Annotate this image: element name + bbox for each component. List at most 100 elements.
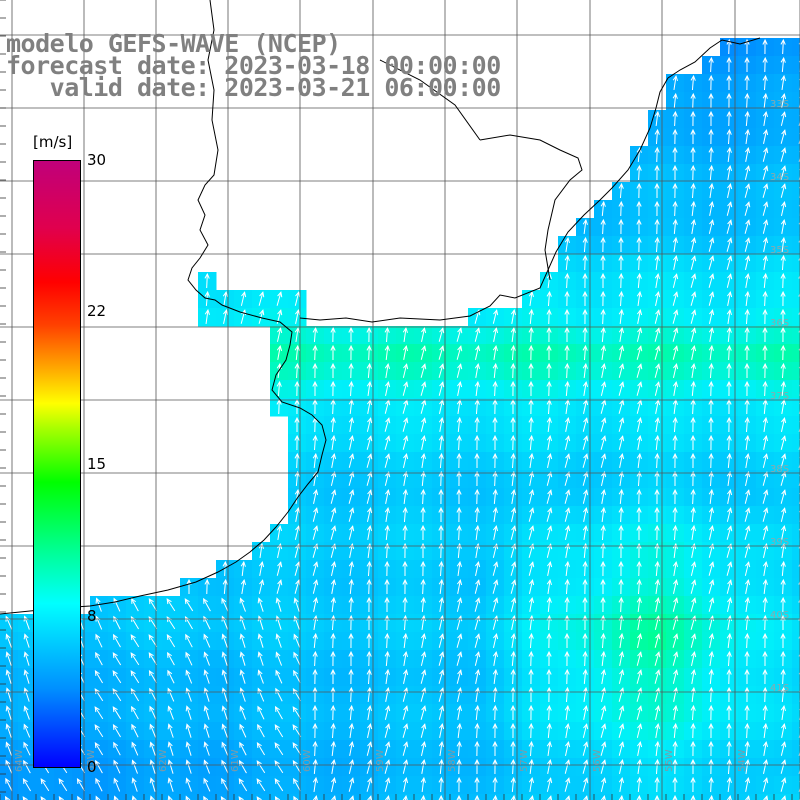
colorbar-unit: [m/s] bbox=[33, 133, 73, 151]
wind-arrow bbox=[690, 164, 696, 181]
wind-cell bbox=[288, 794, 307, 800]
wind-cell bbox=[792, 146, 800, 165]
wind-cell bbox=[54, 794, 73, 800]
wind-cell bbox=[558, 794, 577, 800]
wind-arrow bbox=[708, 146, 714, 163]
wind-cell bbox=[792, 686, 800, 705]
colorbar-tick-0: 0 bbox=[87, 758, 97, 776]
longitude-label: 62W bbox=[158, 749, 169, 772]
wind-arrow bbox=[762, 38, 768, 55]
wind-cell bbox=[792, 272, 800, 291]
wind-arrow bbox=[744, 92, 750, 109]
wind-arrow bbox=[708, 164, 714, 181]
wind-arrow bbox=[690, 128, 696, 145]
wind-cell bbox=[792, 632, 800, 651]
wind-cell bbox=[540, 794, 559, 800]
latitude-label: 41S bbox=[770, 683, 789, 694]
wind-cell bbox=[216, 794, 235, 800]
wind-cell bbox=[792, 722, 800, 741]
wind-arrow bbox=[636, 164, 642, 181]
wind-cell bbox=[18, 794, 37, 800]
wind-cell bbox=[198, 794, 217, 800]
wind-arrow bbox=[726, 74, 732, 91]
wind-arrow bbox=[762, 110, 769, 126]
longitude-label: 61W bbox=[230, 749, 241, 772]
wind-cell bbox=[792, 200, 800, 219]
wind-cell bbox=[792, 128, 800, 147]
wind-arrow bbox=[780, 92, 787, 108]
wind-arrow bbox=[726, 164, 733, 180]
wind-arrow bbox=[672, 164, 678, 181]
longitude-label: 64W bbox=[14, 749, 25, 772]
wind-cell bbox=[792, 506, 800, 525]
latitude-label: 38S bbox=[770, 464, 789, 475]
wind-arrow bbox=[744, 128, 750, 145]
wind-cell bbox=[792, 308, 800, 327]
wind-cell bbox=[792, 56, 800, 75]
wind-cell bbox=[792, 74, 800, 93]
longitude-label: 57W bbox=[519, 749, 530, 772]
wind-arrow bbox=[672, 110, 678, 127]
latitude-label: 34S bbox=[770, 172, 789, 183]
wind-arrow bbox=[708, 92, 714, 109]
wind-cell bbox=[792, 542, 800, 561]
wind-cell bbox=[792, 524, 800, 543]
wind-arrow bbox=[654, 110, 660, 127]
wind-arrow bbox=[726, 146, 732, 163]
wind-cell bbox=[792, 110, 800, 129]
colorbar-tick-30: 30 bbox=[87, 151, 107, 169]
wind-arrow bbox=[780, 74, 786, 91]
wind-cell bbox=[792, 92, 800, 111]
wind-cell bbox=[270, 794, 289, 800]
colorbar-tick-22: 22 bbox=[87, 302, 107, 320]
wind-cell bbox=[792, 668, 800, 687]
wind-arrow bbox=[762, 74, 768, 91]
wind-arrow bbox=[654, 146, 660, 163]
wind-cell bbox=[792, 650, 800, 669]
wind-arrow bbox=[708, 74, 714, 91]
wind-arrow bbox=[726, 56, 732, 73]
colorbar-tick-15: 15 bbox=[87, 455, 107, 473]
wind-arrow bbox=[726, 128, 732, 145]
wind-arrow bbox=[726, 110, 732, 127]
wind-cell bbox=[180, 794, 199, 800]
wind-arrow bbox=[744, 165, 751, 180]
wind-cell bbox=[792, 38, 800, 57]
wind-arrow bbox=[654, 164, 660, 181]
ocean-wind-field bbox=[0, 38, 800, 800]
wind-arrow bbox=[780, 165, 787, 180]
wind-arrow bbox=[708, 56, 714, 73]
wind-cell bbox=[792, 740, 800, 759]
wind-cell bbox=[108, 794, 127, 800]
wind-cell bbox=[144, 794, 163, 800]
wind-arrow bbox=[744, 56, 750, 73]
wind-cell bbox=[774, 794, 793, 800]
wind-arrow bbox=[690, 92, 696, 109]
wind-cell bbox=[234, 794, 253, 800]
wind-cell bbox=[792, 344, 800, 363]
wind-cell bbox=[792, 362, 800, 381]
wind-cell bbox=[792, 578, 800, 597]
wind-cell bbox=[324, 794, 343, 800]
wind-arrow bbox=[762, 56, 768, 73]
wind-cell bbox=[576, 794, 595, 800]
wind-arrow bbox=[762, 147, 769, 162]
latitude-label: 39S bbox=[770, 537, 789, 548]
wind-cell bbox=[252, 794, 271, 800]
wind-arrow bbox=[744, 146, 751, 162]
wind-cell bbox=[792, 488, 800, 507]
wind-cell bbox=[738, 794, 757, 800]
wind-arrow bbox=[780, 56, 786, 73]
wind-arrow bbox=[726, 38, 732, 55]
wind-cell bbox=[792, 182, 800, 201]
longitude-label: 54W bbox=[737, 749, 748, 772]
wind-cell bbox=[162, 794, 181, 800]
wind-cell bbox=[360, 794, 379, 800]
wind-cell bbox=[792, 398, 800, 417]
wind-arrow bbox=[690, 110, 696, 127]
wind-arrow bbox=[690, 74, 696, 91]
wind-arrow bbox=[744, 74, 750, 91]
latitude-label: 35S bbox=[770, 245, 789, 256]
wind-cell bbox=[756, 794, 775, 800]
